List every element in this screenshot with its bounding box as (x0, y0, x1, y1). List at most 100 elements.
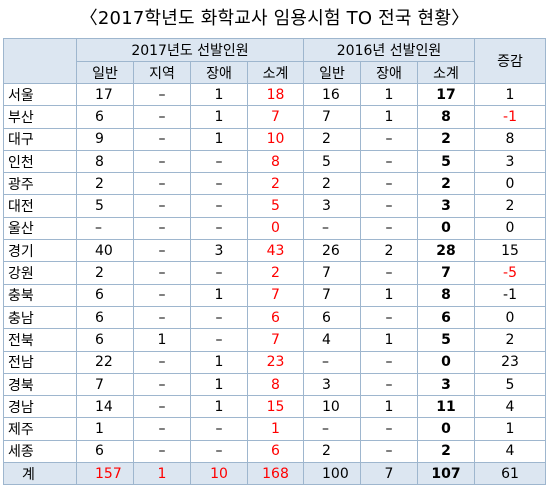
cell-2016-subtotal: 2 (417, 439, 475, 464)
cell-2017-general: 6 (76, 328, 134, 352)
cell-change: -1 (474, 283, 546, 307)
cell-2017-general: 157 (76, 462, 134, 486)
table-row: 대구 9–1 10 2–2 8 (3, 127, 546, 151)
region-cell: 전북 (3, 328, 77, 352)
cell-change: 8 (474, 127, 546, 151)
cell-2017-disabled: – (190, 216, 248, 241)
cell-2017-disabled: 1 (190, 127, 248, 151)
cell-2016-subtotal: 3 (417, 194, 475, 218)
cell-2016-disabled: – (360, 127, 418, 151)
cell-2016-disabled: – (360, 305, 418, 330)
cell-2017-subtotal: 6 (247, 305, 304, 330)
cell-2017-disabled: 1 (190, 350, 248, 374)
cell-2016-subtotal: 3 (417, 372, 475, 397)
cell-2016-subtotal: 11 (417, 395, 475, 419)
cell-2017-disabled: – (190, 417, 248, 441)
cell-2017-subtotal: 18 (247, 82, 304, 107)
cell-2017-disabled: – (190, 194, 248, 218)
header-2016-general: 일반 (303, 61, 361, 84)
region-cell: 강원 (3, 261, 77, 285)
cell-2017-subtotal: 0 (247, 216, 304, 241)
cell-2017-disabled: 1 (190, 82, 248, 107)
cell-2016-general: 26 (303, 239, 361, 263)
cell-2016-subtotal: 17 (417, 82, 475, 107)
table-row: 광주 2– –2 2–2 0 (3, 172, 546, 196)
cell-2017-disabled: – (190, 328, 248, 352)
cell-2017-regional: – (133, 149, 191, 174)
cell-2017-regional: – (133, 239, 191, 263)
cell-2016-subtotal: 5 (417, 328, 475, 352)
table-row: 제주 1– –1– –0 1 (3, 417, 546, 441)
header-2016-subtotal: 소계 (417, 61, 475, 84)
cell-2017-regional: – (133, 417, 191, 441)
cell-2017-regional: – (133, 439, 191, 464)
table-row: 충북 6–1 7 7 1 8 -1 (3, 283, 546, 307)
cell-2017-subtotal: 8 (247, 149, 304, 174)
cell-2016-disabled: – (360, 350, 418, 374)
cell-2017-subtotal: 23 (247, 350, 304, 374)
cell-2016-disabled: – (360, 372, 418, 397)
cell-2016-subtotal: 2 (417, 127, 475, 151)
header-2017-regional: 지역 (133, 61, 191, 84)
cell-change: 1 (474, 82, 546, 107)
cell-2016-general: 7 (303, 261, 361, 285)
cell-2016-disabled: 2 (360, 239, 418, 263)
table-row: 경북 7–1 8 3–3 5 (3, 372, 546, 397)
cell-2017-regional: 1 (133, 328, 191, 352)
cell-2017-general: – (76, 216, 134, 241)
cell-2016-general: 100 (303, 462, 361, 486)
cell-2017-regional: – (133, 261, 191, 285)
region-cell: 부산 (3, 105, 77, 129)
cell-2016-disabled: 7 (360, 462, 418, 486)
cell-2016-subtotal: 6 (417, 305, 475, 330)
to-status-table: 2017년도 선발인원 2016년 선발인원 증감 일반 지역 장애 소계 일반… (3, 38, 546, 486)
cell-2017-general: 8 (76, 149, 134, 174)
cell-2017-regional: – (133, 350, 191, 374)
total-row: 계 157 1 10 168 100 7 107 61 (3, 462, 546, 486)
cell-2017-disabled: 3 (190, 239, 248, 263)
cell-2016-general: 7 (303, 283, 361, 307)
cell-2017-regional: – (133, 105, 191, 129)
cell-2016-general: 5 (303, 149, 361, 174)
region-cell: 경북 (3, 372, 77, 397)
cell-2017-subtotal: 7 (247, 105, 304, 129)
table-row: 전남 22–1 23– –0 23 (3, 350, 546, 374)
cell-2016-subtotal: 8 (417, 105, 475, 129)
cell-2016-subtotal: 107 (417, 462, 475, 486)
region-cell: 대전 (3, 194, 77, 218)
cell-2017-regional: – (133, 372, 191, 397)
cell-change: 5 (474, 372, 546, 397)
cell-change: 15 (474, 239, 546, 263)
cell-2016-subtotal: 7 (417, 261, 475, 285)
cell-2017-disabled: – (190, 149, 248, 174)
cell-2017-general: 7 (76, 372, 134, 397)
table-row: 인천 8– –8 5–5 3 (3, 149, 546, 174)
cell-2016-disabled: – (360, 194, 418, 218)
cell-2017-general: 17 (76, 82, 134, 107)
cell-2016-disabled: 1 (360, 82, 418, 107)
cell-2016-general: 16 (303, 82, 361, 107)
cell-2016-general: 7 (303, 105, 361, 129)
cell-change: 0 (474, 305, 546, 330)
table-row: 경기 40–3 43 26 2 28 15 (3, 239, 546, 263)
cell-2016-subtotal: 0 (417, 350, 475, 374)
cell-2016-disabled: 1 (360, 105, 418, 129)
table-row: 강원 2– –2 7–7 -5 (3, 261, 546, 285)
table-row: 울산 – – –0– –0 0 (3, 216, 546, 241)
cell-2017-regional: – (133, 194, 191, 218)
cell-2016-general: – (303, 350, 361, 374)
cell-2017-subtotal: 168 (247, 462, 304, 486)
table-row: 서울 17–1 18 16 1 17 1 (3, 82, 546, 107)
table-row: 경남 14–1 15 10 1 11 4 (3, 395, 546, 419)
cell-2017-general: 1 (76, 417, 134, 441)
region-cell: 제주 (3, 417, 77, 441)
cell-2017-subtotal: 8 (247, 372, 304, 397)
cell-change: 61 (474, 462, 546, 486)
region-cell: 전남 (3, 350, 77, 374)
cell-2016-general: 6 (303, 305, 361, 330)
header-change: 증감 (474, 38, 546, 84)
cell-2017-subtotal: 7 (247, 328, 304, 352)
cell-change: 0 (474, 172, 546, 196)
cell-2017-subtotal: 5 (247, 194, 304, 218)
header-2017-general: 일반 (76, 61, 134, 84)
